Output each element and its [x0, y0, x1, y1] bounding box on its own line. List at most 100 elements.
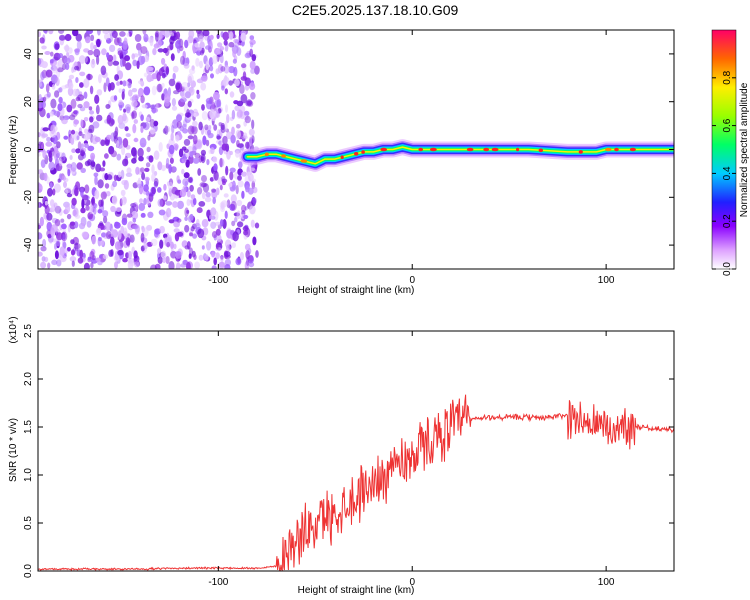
noise-blob [192, 145, 197, 154]
noise-blob [71, 260, 75, 267]
noise-blob [101, 48, 107, 56]
noise-blob [192, 157, 200, 164]
top-y-ticks: -40 -20 0 20 40 [23, 48, 674, 252]
noise-blob [158, 142, 163, 152]
noise-blob [117, 50, 124, 56]
noise-blob [68, 82, 74, 90]
noise-blob [209, 65, 214, 72]
noise-blob [67, 168, 71, 177]
noise-blob [222, 76, 230, 86]
noise-blob [90, 160, 96, 170]
noise-blob [204, 254, 209, 261]
noise-blob [230, 134, 236, 144]
noise-blob [44, 256, 49, 263]
noise-blob [112, 180, 118, 188]
noise-blob [164, 126, 171, 133]
noise-blob [248, 261, 255, 268]
noise-blob [100, 139, 106, 147]
noise-blob [81, 194, 89, 201]
noise-blob [123, 37, 128, 45]
noise-blob [200, 156, 205, 162]
noise-blob [135, 166, 140, 175]
noise-blob [56, 259, 62, 267]
noise-blob [80, 167, 86, 173]
noise-blob [225, 104, 228, 113]
noise-blob [38, 57, 42, 66]
noise-blob [248, 136, 253, 147]
noise-blob [241, 204, 247, 213]
noise-blob [87, 73, 91, 81]
noise-blob [106, 37, 112, 44]
noise-blob [202, 30, 210, 37]
noise-blob [187, 135, 194, 140]
noise-blob [96, 89, 103, 96]
noise-blob [86, 220, 92, 228]
noise-blob [173, 143, 179, 150]
noise-blob [121, 91, 125, 100]
noise-blob [133, 150, 138, 161]
noise-blob [249, 205, 256, 215]
noise-blob [80, 150, 86, 157]
noise-blob [119, 31, 126, 37]
noise-blob [132, 123, 137, 134]
noise-blob [102, 254, 108, 260]
noise-blob [77, 103, 83, 109]
noise-blob [222, 135, 228, 145]
noise-blob [110, 227, 115, 238]
colorbar-tick-label: 0.0 [722, 262, 733, 276]
noise-blob [116, 81, 121, 86]
noise-blob [199, 60, 203, 69]
noise-blob [244, 115, 251, 124]
noise-blob [244, 243, 251, 251]
noise-blob [218, 122, 223, 127]
noise-blob [129, 261, 136, 267]
noise-blob [47, 187, 53, 197]
noise-blob [127, 82, 132, 89]
noise-blob [42, 238, 47, 248]
noise-blob [164, 125, 169, 135]
noise-blob [187, 75, 192, 84]
noise-blob [215, 252, 220, 260]
noise-blob [172, 72, 176, 80]
noise-blob [182, 178, 189, 187]
noise-blob [123, 180, 129, 190]
noise-blob [40, 246, 47, 252]
noise-blob [212, 156, 218, 163]
signal-hotspot [340, 155, 344, 159]
noise-blob [106, 174, 113, 181]
y-tick-label: 1.0 [23, 468, 34, 482]
y-tick-label: 40 [23, 48, 34, 60]
noise-blob [58, 53, 64, 59]
bottom-y-axis-label: SNR (10 * v/v) [8, 418, 19, 482]
noise-blob [168, 164, 172, 174]
noise-blob [249, 35, 255, 41]
noise-blob [214, 221, 222, 226]
noise-blob [99, 239, 104, 246]
noise-blob [223, 193, 229, 198]
noise-blob [250, 68, 256, 74]
noise-blob [209, 34, 214, 40]
noise-blob [38, 94, 42, 101]
x-tick-label: -100 [208, 577, 228, 588]
noise-blob [53, 183, 61, 193]
noise-blob [74, 48, 80, 56]
x-tick-label: 100 [598, 577, 615, 588]
noise-blob [151, 85, 157, 96]
colorbar-label: Normalized spectral amplitude [739, 82, 750, 217]
noise-blob [147, 37, 154, 43]
noise-blob [187, 100, 192, 108]
noise-blob [211, 188, 217, 193]
noise-blob [45, 141, 53, 147]
noise-blob [243, 115, 249, 121]
y-tick-label: 0.5 [23, 516, 34, 530]
noise-blob [211, 251, 216, 258]
noise-blob [243, 120, 247, 127]
noise-blob [164, 93, 171, 104]
noise-blob [249, 60, 256, 70]
noise-blob [84, 184, 90, 194]
noise-blob [220, 124, 226, 134]
noise-blob [237, 175, 242, 181]
noise-blob [153, 120, 159, 127]
noise-blob [208, 125, 212, 130]
noise-blob [61, 85, 67, 90]
